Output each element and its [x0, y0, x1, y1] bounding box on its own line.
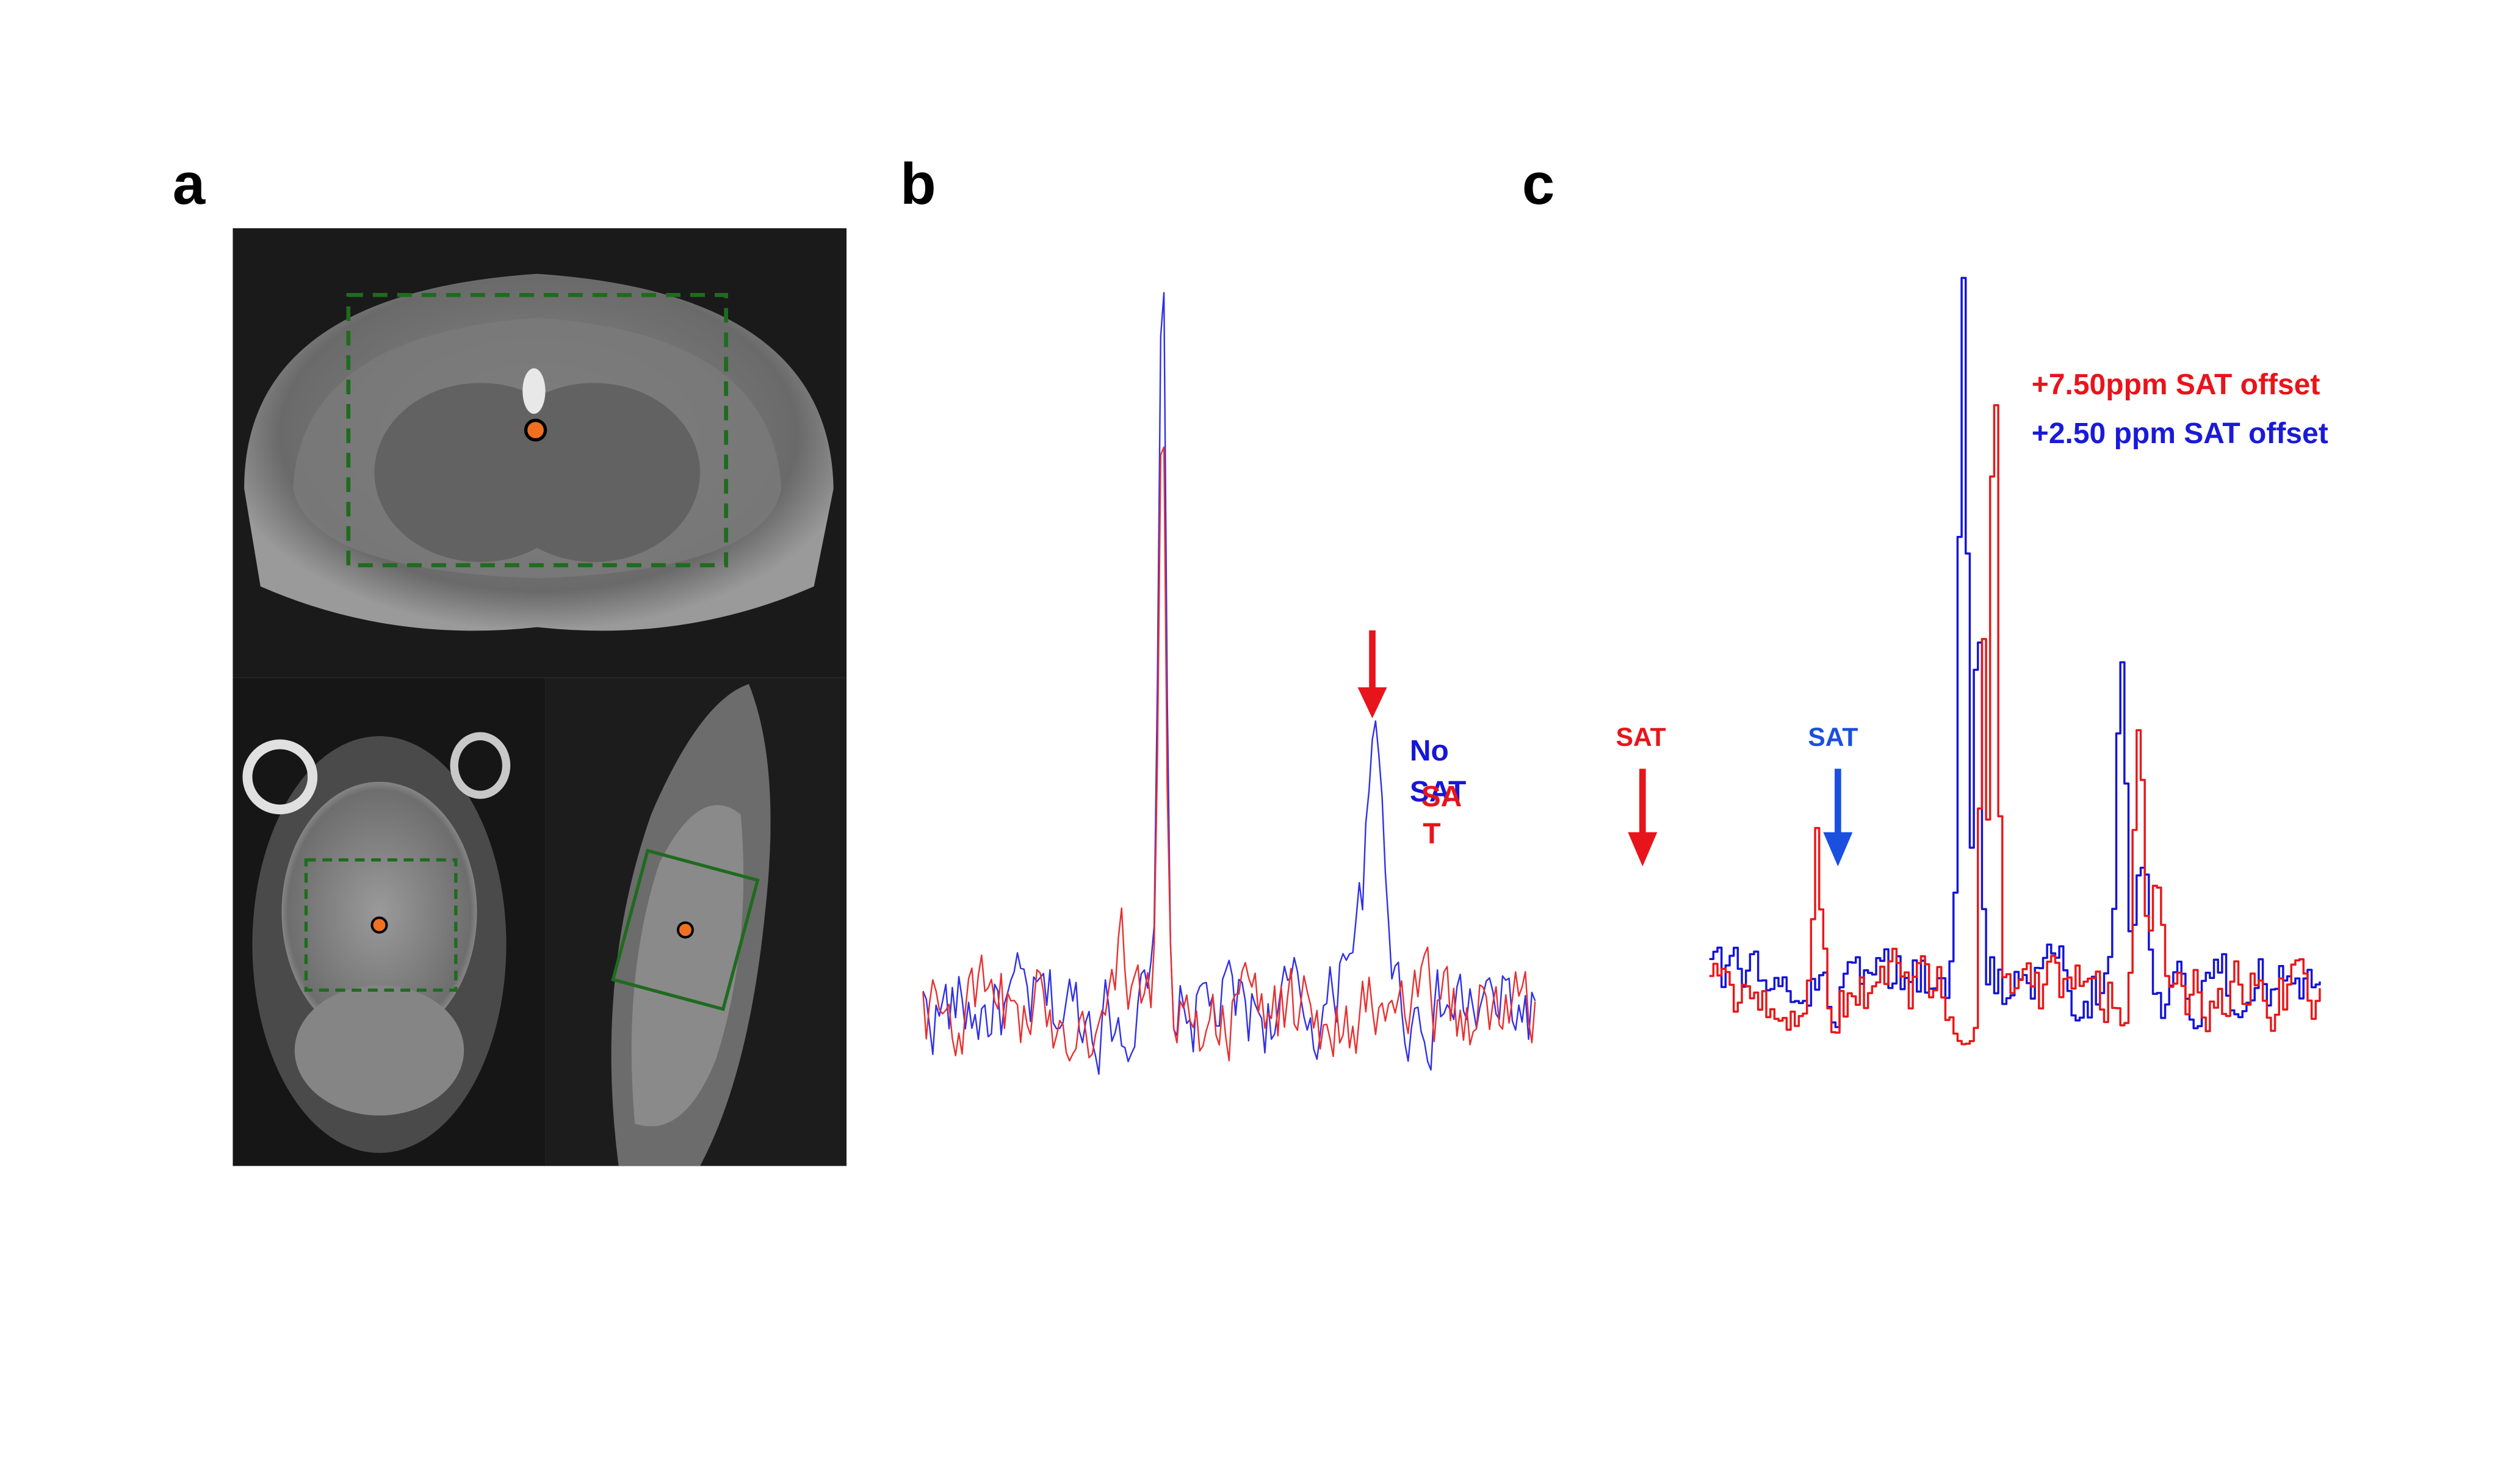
ventricle — [522, 368, 546, 414]
annotation: SAT — [1616, 723, 1666, 752]
panel-label: a — [173, 151, 206, 217]
annotation: T — [1423, 818, 1440, 850]
spectrum-trace — [922, 292, 1536, 1075]
voxel-box — [611, 848, 760, 1011]
cerebellum — [294, 985, 464, 1116]
arrow-head — [1628, 832, 1658, 867]
arrow-head — [1357, 687, 1387, 718]
arrow — [1357, 630, 1387, 718]
eye — [242, 739, 318, 815]
spectrum-trace — [922, 446, 1536, 1062]
arrow-head — [1823, 832, 1853, 867]
voxel-box — [346, 292, 728, 568]
annotation: No — [1410, 735, 1449, 767]
brain — [631, 804, 744, 1127]
voxel-dot — [370, 916, 388, 934]
panel-label: b — [900, 151, 936, 217]
brain — [281, 781, 477, 1042]
arrow — [1823, 768, 1853, 867]
panel-label: c — [1522, 151, 1554, 217]
legend-entry: +7.50ppm SAT offset — [2032, 369, 2320, 401]
spectrum-trace — [1709, 404, 2321, 1046]
mri-images — [233, 228, 847, 1166]
spectrum-trace — [1709, 276, 2321, 1030]
legend-entry: +2.50 ppm SAT offset — [2032, 417, 2328, 450]
annotation: SAT — [1410, 776, 1466, 808]
spectra — [922, 276, 2321, 1075]
brain-region — [488, 383, 700, 562]
eye — [450, 732, 511, 799]
annotation: SA — [1421, 781, 1462, 813]
voxel-dot — [676, 921, 694, 939]
arrow — [1628, 768, 1658, 867]
annotation: SAT — [1808, 723, 1858, 752]
voxel-dot — [524, 419, 547, 442]
